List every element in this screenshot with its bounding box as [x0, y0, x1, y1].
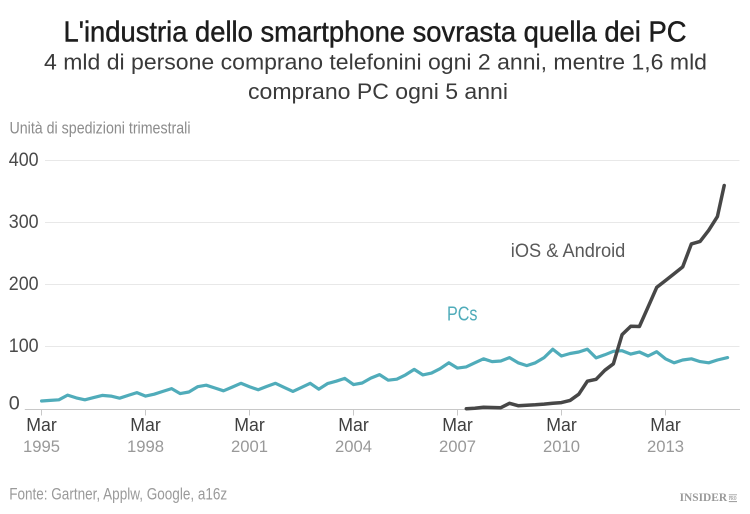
svg-text:PCs: PCs: [447, 303, 478, 325]
svg-text:Mar: Mar: [442, 415, 473, 435]
svg-text:Fonte: Gartner, Applw, Google,: Fonte: Gartner, Applw, Google, a16z: [9, 485, 227, 503]
svg-text:2010: 2010: [543, 438, 580, 456]
svg-text:400: 400: [9, 149, 39, 171]
svg-text:4 mld di persone comprano tele: 4 mld di persone comprano telefonini ogn…: [44, 49, 707, 74]
svg-text:2001: 2001: [231, 438, 268, 456]
svg-text:Mar: Mar: [234, 415, 265, 435]
svg-text:Mar: Mar: [26, 415, 57, 435]
svg-text:2004: 2004: [335, 438, 372, 456]
svg-text:2013: 2013: [647, 438, 684, 456]
svg-text:Unità di spedizioni trimestral: Unità di spedizioni trimestrali: [10, 119, 191, 137]
svg-text:2007: 2007: [439, 438, 476, 456]
svg-text:1998: 1998: [127, 438, 164, 456]
svg-text:L'industria dello smartphone s: L'industria dello smartphone sovrasta qu…: [64, 17, 687, 49]
svg-text:Mar: Mar: [130, 415, 161, 435]
svg-text:PRO: PRO: [729, 495, 737, 502]
svg-text:100: 100: [9, 335, 39, 357]
svg-text:Mar: Mar: [650, 415, 681, 435]
svg-text:Mar: Mar: [546, 415, 577, 435]
svg-text:Mar: Mar: [338, 415, 369, 435]
svg-text:200: 200: [9, 273, 39, 295]
svg-text:comprano PC ogni 5 anni: comprano PC ogni 5 anni: [248, 79, 508, 104]
svg-text:iOS & Android: iOS & Android: [511, 240, 626, 262]
svg-text:INSIDER: INSIDER: [680, 490, 728, 504]
svg-text:1995: 1995: [23, 438, 60, 456]
svg-text:300: 300: [9, 211, 39, 233]
svg-text:0: 0: [9, 392, 20, 414]
